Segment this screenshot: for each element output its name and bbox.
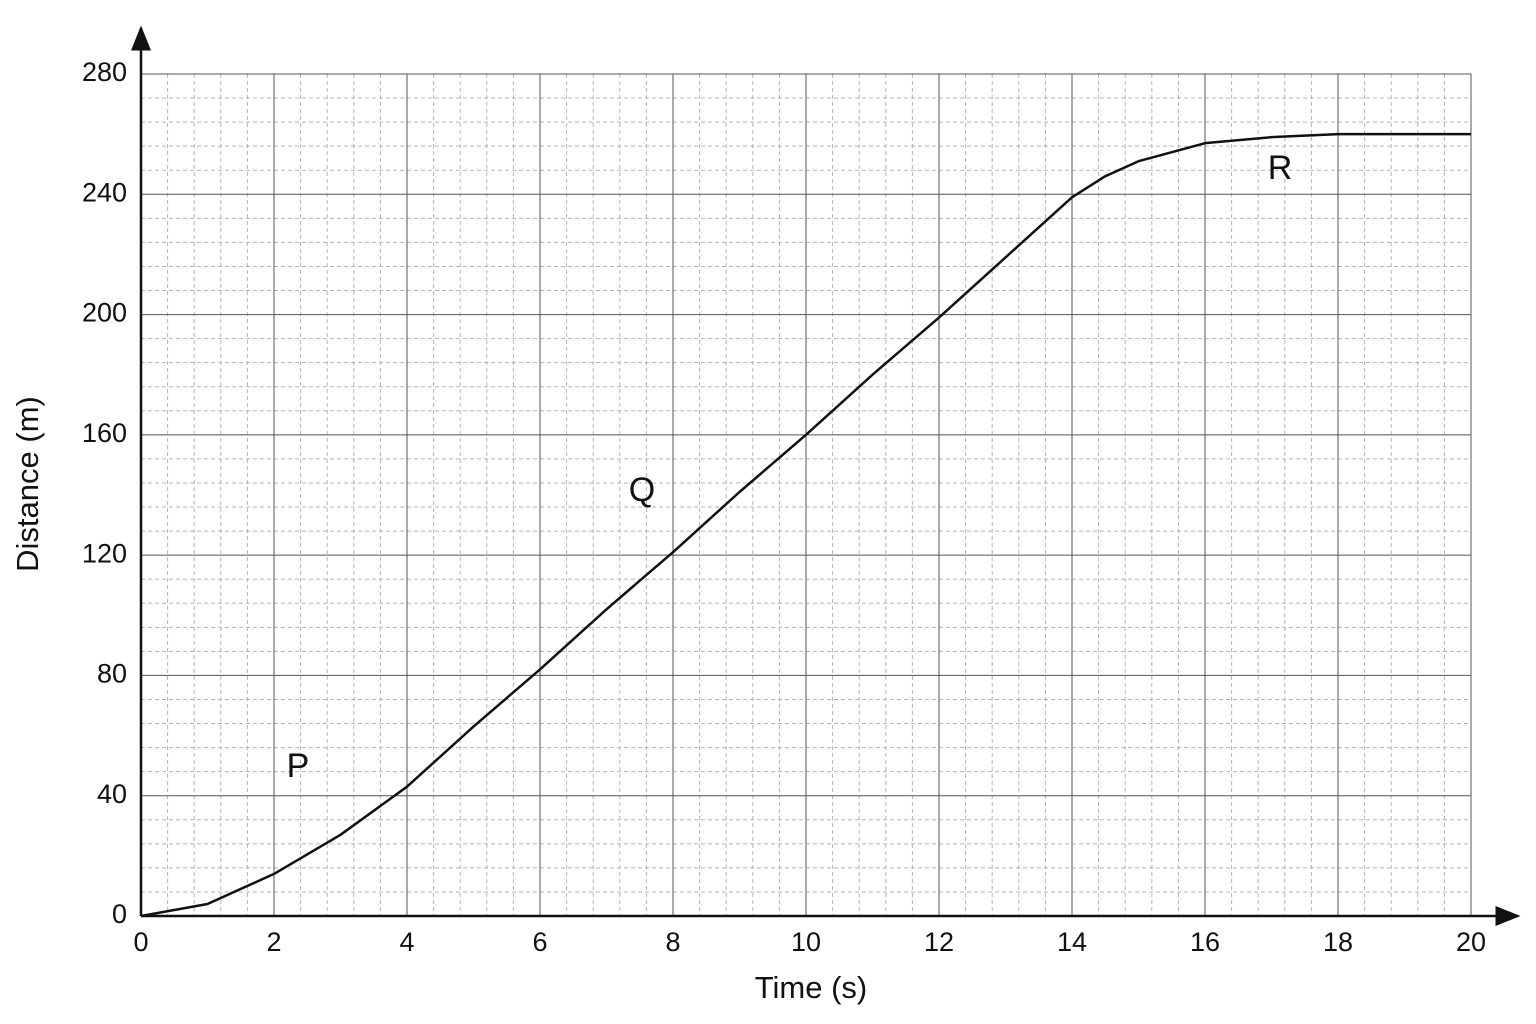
major-grid [140,73,1472,917]
y-tick-label: 40 [97,779,127,809]
y-tick-label: 200 [82,298,127,328]
y-tick-label: 80 [97,659,127,689]
x-tick-label: 20 [1456,927,1486,957]
y-tick-label: 120 [82,538,127,568]
annotation: R [1268,149,1293,187]
x-tick-label: 10 [791,927,821,957]
y-tick-label: 280 [82,57,127,87]
y-tick-label: 240 [82,177,127,207]
x-tick-label: 18 [1323,927,1353,957]
y-tick-label: 0 [112,899,127,929]
annotation: Q [629,471,655,509]
y-axis-label: Distance (m) [10,396,45,572]
x-tick-label: 12 [924,927,954,957]
annotation: P [287,747,310,785]
x-tick-label: 8 [665,927,680,957]
x-tick-label: 4 [399,927,414,957]
data-line [140,132,1471,918]
y-tick-label: 160 [82,418,127,448]
x-tick-label: 2 [266,927,281,957]
x-tick-label: 6 [532,927,547,957]
x-tick-label: 16 [1190,927,1220,957]
x-tick-label: 14 [1057,927,1087,957]
x-axis-label: Time (s) [755,970,868,1005]
x-tick-label: 0 [133,927,148,957]
